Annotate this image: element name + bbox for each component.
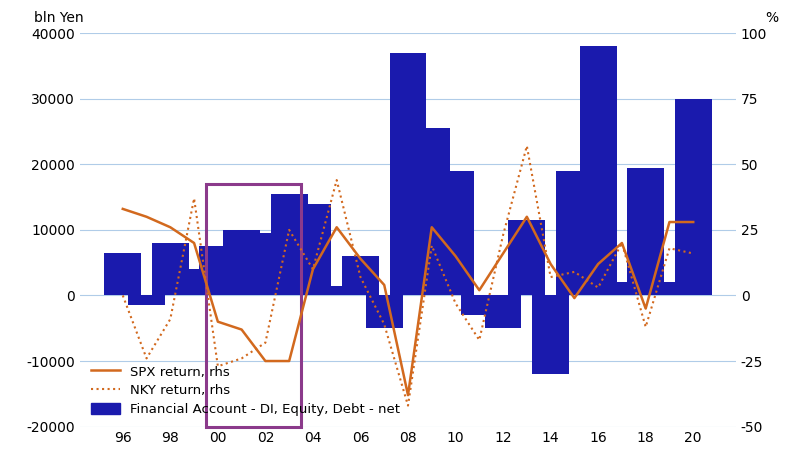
Bar [199,246,236,295]
Bar [532,295,569,374]
Bar [580,46,617,295]
Bar [509,220,546,295]
Bar [176,269,213,295]
Bar [651,283,688,295]
Bar [294,204,331,295]
Bar [674,99,712,295]
Bar [627,168,664,295]
Bar [206,184,301,427]
Bar [104,253,142,295]
Bar [128,295,165,305]
Bar [414,128,450,295]
Bar [342,256,379,295]
Bar [152,243,189,295]
Bar [556,171,593,295]
Bar [461,295,498,315]
Bar [318,286,355,295]
Text: bln Yen: bln Yen [34,11,84,25]
Bar [270,194,307,295]
Bar [366,295,402,328]
Bar [437,171,474,295]
Text: %: % [766,11,778,25]
Bar [247,233,284,295]
Bar [603,283,640,295]
Bar [223,230,260,295]
Bar [485,295,522,328]
Bar [390,53,426,295]
Legend: SPX return, rhs, NKY return, rhs, Financial Account - DI, Equity, Debt - net: SPX return, rhs, NKY return, rhs, Financ… [86,361,404,420]
